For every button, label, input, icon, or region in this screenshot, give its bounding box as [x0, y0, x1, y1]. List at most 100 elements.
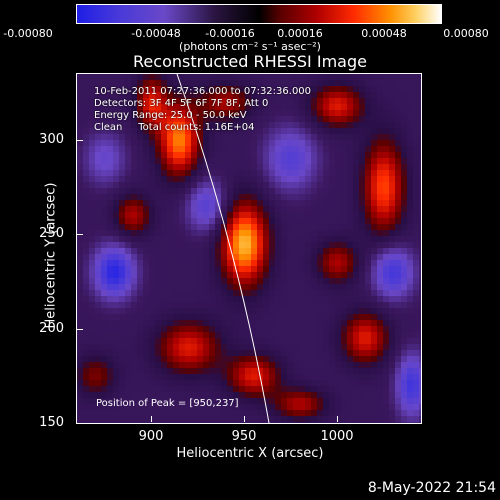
heatmap-cell: [341, 422, 347, 423]
heatmap-cell: [305, 152, 311, 158]
heatmap-cell: [77, 404, 83, 410]
heatmap-cell: [77, 362, 83, 368]
heatmap-cell: [281, 176, 287, 182]
heatmap-cell: [125, 74, 131, 80]
heatmap-cell: [401, 128, 407, 134]
heatmap-cell: [317, 242, 323, 248]
heatmap-cell: [341, 410, 347, 416]
heatmap-cell: [191, 254, 197, 260]
heatmap-cell: [323, 344, 329, 350]
heatmap-cell: [407, 212, 413, 218]
heatmap-cell: [197, 152, 203, 158]
heatmap-cell: [341, 326, 347, 332]
heatmap-cell: [401, 296, 407, 302]
heatmap-cell: [323, 392, 329, 398]
heatmap-cell: [101, 374, 107, 380]
heatmap-cell: [335, 266, 341, 272]
heatmap-cell: [167, 302, 173, 308]
heatmap-cell: [185, 290, 191, 296]
heatmap-cell: [389, 230, 395, 236]
heatmap-cell: [233, 218, 239, 224]
heatmap-cell: [383, 158, 389, 164]
heatmap-cell: [131, 248, 137, 254]
heatmap-cell: [377, 194, 383, 200]
heatmap-cell: [125, 272, 131, 278]
heatmap-cell: [365, 278, 371, 284]
heatmap-cell: [83, 320, 89, 326]
heatmap-cell: [83, 278, 89, 284]
heatmap-cell: [173, 320, 179, 326]
heatmap-cell: [395, 134, 401, 140]
heatmap-cell: [239, 134, 245, 140]
heatmap-cell: [119, 362, 125, 368]
heatmap-cell: [77, 152, 83, 158]
heatmap-cell: [131, 278, 137, 284]
heatmap-cell: [167, 128, 173, 134]
heatmap-cell: [239, 188, 245, 194]
heatmap-cell: [383, 188, 389, 194]
heatmap-cell: [407, 338, 413, 344]
heatmap-cell: [383, 110, 389, 116]
heatmap-cell: [137, 422, 143, 423]
heatmap-cell: [251, 248, 257, 254]
heatmap-cell: [419, 170, 421, 176]
heatmap-cell: [227, 386, 233, 392]
heatmap-cell: [353, 110, 359, 116]
heatmap-cell: [251, 80, 257, 86]
heatmap-cell: [311, 218, 317, 224]
heatmap-cell: [245, 110, 251, 116]
heatmap-cell: [401, 194, 407, 200]
heatmap-cell: [119, 80, 125, 86]
heatmap-cell: [179, 146, 185, 152]
heatmap-cell: [221, 152, 227, 158]
heatmap-cell: [77, 164, 83, 170]
colorbar-tick-label: -0.00048: [131, 27, 181, 40]
heatmap-cell: [245, 116, 251, 122]
heatmap-cell: [359, 416, 365, 422]
heatmap-cell: [113, 128, 119, 134]
heatmap-cell: [191, 212, 197, 218]
heatmap-cell: [251, 230, 257, 236]
heatmap-cell: [209, 206, 215, 212]
heatmap-cell: [95, 386, 101, 392]
heatmap-cell: [293, 86, 299, 92]
heatmap-cell: [407, 188, 413, 194]
heatmap-cell: [215, 116, 221, 122]
heatmap-cell: [269, 218, 275, 224]
heatmap-cell: [209, 248, 215, 254]
heatmap-cell: [239, 302, 245, 308]
heatmap-cell: [125, 212, 131, 218]
heatmap-cell: [233, 98, 239, 104]
heatmap-cell: [191, 266, 197, 272]
heatmap-cell: [383, 146, 389, 152]
heatmap-cell: [89, 110, 95, 116]
heatmap-cell: [407, 194, 413, 200]
heatmap-cell: [383, 248, 389, 254]
heatmap-cell: [125, 92, 131, 98]
heatmap-cell: [299, 188, 305, 194]
heatmap-cell: [113, 362, 119, 368]
heatmap-cell: [263, 140, 269, 146]
heatmap-cell: [215, 98, 221, 104]
heatmap-cell: [401, 134, 407, 140]
heatmap-cell: [179, 92, 185, 98]
heatmap-cell: [179, 356, 185, 362]
heatmap-cell: [107, 344, 113, 350]
heatmap-cell: [335, 86, 341, 92]
heatmap-cell: [305, 128, 311, 134]
heatmap-cell: [317, 140, 323, 146]
heatmap-cell: [173, 80, 179, 86]
heatmap-cell: [395, 302, 401, 308]
heatmap-cell: [209, 296, 215, 302]
heatmap-cell: [119, 98, 125, 104]
heatmap-cell: [233, 158, 239, 164]
heatmap-cell: [167, 224, 173, 230]
heatmap-cell: [347, 116, 353, 122]
heatmap-cell: [275, 296, 281, 302]
heatmap-cell: [101, 146, 107, 152]
heatmap-cell: [119, 272, 125, 278]
heatmap-cell: [311, 146, 317, 152]
heatmap-cell: [137, 242, 143, 248]
heatmap-cell: [107, 92, 113, 98]
heatmap-cell: [317, 110, 323, 116]
